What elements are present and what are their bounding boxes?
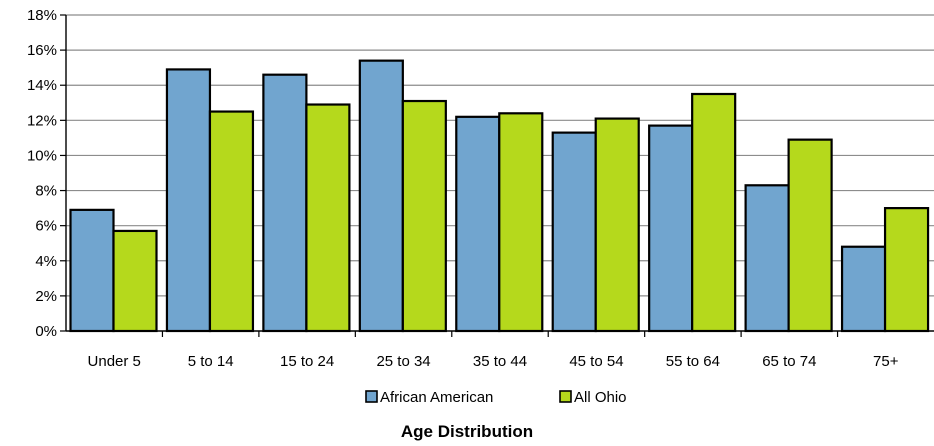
chart-title: Age Distribution bbox=[401, 422, 533, 441]
legend-label: African American bbox=[380, 389, 493, 406]
bar-all-ohio bbox=[401, 99, 447, 333]
bar-african-american bbox=[551, 131, 597, 333]
y-tick-label: 16% bbox=[27, 42, 57, 59]
x-tick-label: 15 to 24 bbox=[280, 353, 334, 370]
x-tick-label: 45 to 54 bbox=[569, 353, 623, 370]
y-tick-label: 12% bbox=[27, 112, 57, 129]
bars bbox=[69, 59, 930, 333]
legend-label: All Ohio bbox=[574, 389, 627, 406]
y-tick-label: 14% bbox=[27, 77, 57, 94]
bar-all-ohio bbox=[594, 117, 640, 333]
y-tick-label: 4% bbox=[35, 253, 57, 270]
y-tick-label: 18% bbox=[27, 7, 57, 24]
y-tick-label: 8% bbox=[35, 183, 57, 200]
bar-african-american bbox=[165, 68, 212, 333]
x-tick-label: 35 to 44 bbox=[473, 353, 527, 370]
bar-african-american bbox=[648, 124, 694, 333]
x-tick-label: Under 5 bbox=[88, 353, 141, 370]
bar-african-american bbox=[455, 115, 501, 333]
bar-african-american bbox=[262, 73, 308, 333]
y-tick-label: 2% bbox=[35, 288, 57, 305]
bar-all-ohio bbox=[498, 112, 544, 333]
bar-african-american bbox=[69, 208, 115, 333]
legend: African American All Ohio bbox=[365, 389, 627, 406]
legend-swatch bbox=[559, 390, 572, 403]
axes bbox=[60, 14, 934, 337]
bar-african-american bbox=[358, 59, 404, 333]
bar-all-ohio bbox=[112, 229, 158, 333]
y-tick-label: 0% bbox=[35, 323, 57, 340]
x-tick-label: 65 to 74 bbox=[762, 353, 816, 370]
y-tick-label: 6% bbox=[35, 218, 57, 235]
bar-all-ohio bbox=[787, 138, 833, 333]
x-tick-labels: Under 5 5 to 14 15 to 24 25 to 34 35 to 44 45… bbox=[88, 353, 899, 370]
y-tick-label: 10% bbox=[27, 147, 57, 164]
x-tick-label: 55 to 64 bbox=[666, 353, 720, 370]
legend-swatch bbox=[365, 390, 378, 403]
bar-all-ohio bbox=[691, 92, 737, 333]
y-tick-labels: 0% 2% 4% 6% 8% 10% 12% 14% 16% 18% bbox=[27, 7, 57, 340]
bar-african-american bbox=[744, 184, 790, 333]
bar-african-american bbox=[840, 245, 887, 333]
bar-all-ohio bbox=[208, 110, 255, 333]
x-tick-label: 5 to 14 bbox=[188, 353, 234, 370]
bar-all-ohio bbox=[305, 103, 351, 333]
x-tick-label: 25 to 34 bbox=[376, 353, 430, 370]
x-tick-label: 75+ bbox=[873, 353, 899, 370]
bar-all-ohio bbox=[883, 207, 930, 333]
